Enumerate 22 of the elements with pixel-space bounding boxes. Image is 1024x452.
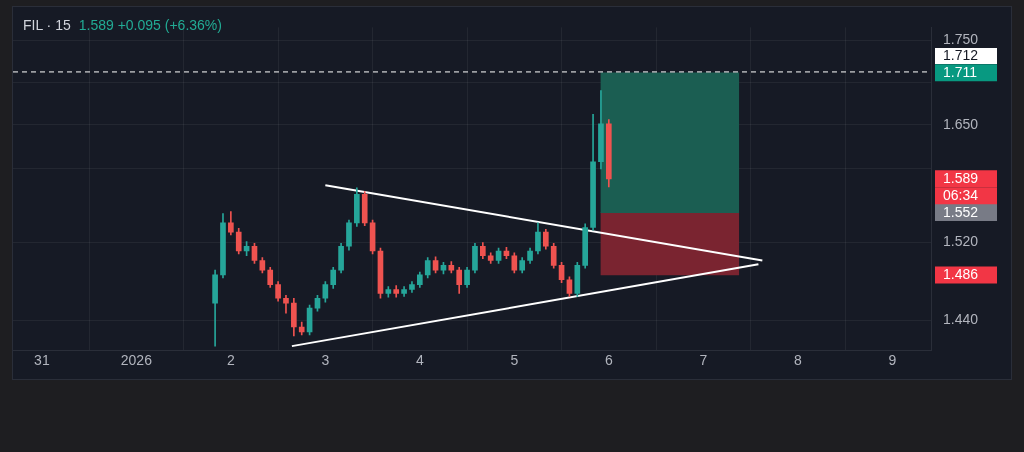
y-tick-label: 1.552: [943, 203, 979, 220]
x-tick-label: 7: [699, 352, 708, 369]
y-tick-label: 1.589: [943, 170, 979, 187]
chart-title: FIL · 15: [23, 17, 71, 33]
ref-line-label: 1.712: [943, 47, 979, 64]
y-tick-label: 1.650: [943, 115, 979, 132]
x-tick-label: 31: [34, 352, 50, 369]
y-tick-label: 1.486: [943, 266, 979, 283]
y-tick-label: 1.750: [943, 31, 979, 48]
x-tick-label: 2026: [120, 352, 153, 369]
y-tick-label: 1.520: [943, 233, 979, 250]
x-tick-label: 6: [604, 352, 613, 369]
x-tick-label: 8: [793, 352, 802, 369]
x-tick-label: 9: [888, 352, 897, 369]
chart-subtitle: 1.589 +0.095 (+6.36%): [78, 17, 222, 33]
text: 06:34: [943, 187, 979, 204]
y-tick-label: 1.711: [943, 64, 978, 81]
x-tick-label: 2: [226, 352, 235, 369]
x-tick-label: 3: [321, 352, 330, 369]
x-tick-label: 5: [510, 352, 519, 369]
y-tick-label: 1.440: [943, 310, 979, 327]
x-tick-label: 4: [415, 352, 424, 369]
